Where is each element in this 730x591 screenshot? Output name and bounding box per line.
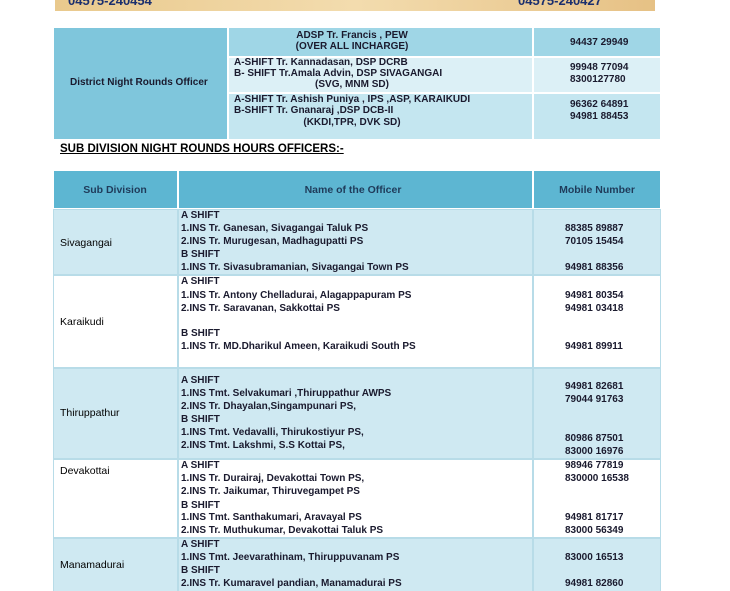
officer-line: B-SHIFT Tr. Gnanaraj ,DSP DCB-II (234, 105, 394, 116)
mobile-number: 94981 03418 (565, 303, 624, 314)
mobile-number: 88385 89887 (565, 223, 624, 234)
column-header: Mobile Number (559, 184, 635, 196)
mobile-number: 8300127780 (570, 74, 626, 85)
mobile-number: 94437 29949 (570, 37, 629, 48)
heading-text: SUB DIVISION NIGHT ROUNDS HOURS OFFICERS (60, 143, 337, 155)
officer-line: 2.INS Tr. Muthukumar, Devakottai Taluk P… (181, 525, 384, 536)
table-cell (53, 275, 178, 368)
officer-line: 1.INS Tmt. Jeevarathinam, Thiruppuvanam … (181, 552, 400, 563)
district-officer-cell (228, 93, 533, 140)
district-label-cell (53, 27, 228, 140)
table-cell (53, 459, 178, 538)
district-mobile-cell (533, 57, 661, 93)
officer-line: 2.INS Tr. Dhayalan,Singampunari PS, (181, 401, 357, 412)
officer-line: (SVG, MNM SD) (315, 79, 389, 90)
sub-division-name: Thiruppathur (60, 407, 120, 419)
district-officer-cell (228, 57, 533, 93)
officer-line: A-SHIFT Tr. Ashish Puniya , IPS ,ASP, KA… (234, 94, 471, 105)
officer-line: A-SHIFT Tr. Kannadasan, DSP DCRB (234, 57, 408, 68)
officer-line: A SHIFT (181, 460, 220, 471)
mobile-number: 94981 89911 (565, 341, 623, 352)
table-cell (53, 368, 178, 459)
mobile-number: 94981 88453 (570, 111, 629, 122)
mobile-number: 83000 16513 (565, 552, 624, 563)
district-officer-cell (228, 27, 533, 57)
header-cell (178, 170, 533, 209)
table-cell (53, 538, 178, 591)
table-cell (53, 209, 178, 275)
officer-line: (OVER ALL INCHARGE) (295, 41, 409, 52)
officer-line: 1.INS Tmt. Selvakumari ,Thiruppathur AWP… (181, 388, 392, 399)
officer-line: 2.INS Tr. Kumaravel pandian, Manamadurai… (181, 578, 402, 589)
phone-left: 04575-240454 (68, 0, 152, 8)
officer-line: 1.INS Tr. Sivasubramanian, Sivagangai To… (181, 262, 409, 273)
officer-line: 1.INS Tr. Durairaj, Devakottai Town PS, (181, 473, 365, 484)
officer-line: 2.INS Tr. Jaikumar, Thiruvegampet PS (181, 486, 360, 497)
officer-line: 1.INS Tr. Ganesan, Sivagangai Taluk PS (181, 223, 369, 234)
district-mobile-cell (533, 27, 661, 57)
table-cell (533, 209, 661, 275)
table-cell (178, 209, 533, 275)
officer-line: A SHIFT (181, 375, 220, 386)
mobile-number: 70105 15454 (565, 236, 624, 247)
table-cell (178, 368, 533, 459)
mobile-number: 94981 88356 (565, 262, 624, 273)
sub-division-name: Devakottai (60, 465, 110, 477)
mobile-number: 94981 82860 (565, 578, 624, 589)
mobile-number: 99948 77094 (570, 62, 629, 73)
header-cell (533, 170, 661, 209)
mobile-number: 83000 16976 (565, 446, 624, 457)
table-cell (533, 368, 661, 459)
phone-right: 04575-240427 (518, 0, 602, 8)
officer-line: B SHIFT (181, 328, 220, 339)
mobile-number: 80986 87501 (565, 433, 624, 444)
mobile-number: 79044 91763 (565, 394, 624, 405)
officer-line: B SHIFT (181, 249, 220, 260)
officer-line: 2.INS Tr. Murugesan, Madhagupatti PS (181, 236, 364, 247)
table-cell (533, 538, 661, 591)
sub-division-name: Karaikudi (60, 316, 104, 328)
officer-line: A SHIFT (181, 539, 220, 550)
district-label: District Night Rounds Officer (70, 77, 208, 88)
sub-division-name: Sivagangai (60, 237, 112, 249)
mobile-number: 98946 77819 (565, 460, 624, 471)
officer-line: B- SHIFT Tr.Amala Advin, DSP SIVAGANGAI (234, 68, 443, 79)
officer-line: ADSP Tr. Francis , PEW (296, 30, 408, 41)
sub-division-name: Manamadurai (60, 559, 125, 571)
officer-line: 2.INS Tmt. Lakshmi, S.S Kottai PS, (181, 440, 345, 451)
officer-line: 1.INS Tr. Antony Chelladurai, Alagappapu… (181, 290, 412, 301)
district-mobile-cell (533, 93, 661, 140)
heading-suffix: :- (336, 143, 344, 155)
table-cell (533, 459, 661, 538)
column-header: Name of the Officer (304, 184, 402, 196)
table-cell (178, 275, 533, 368)
officer-line: 1.INS Tr. MD.Dharikul Ameen, Karaikudi S… (181, 341, 416, 352)
table-cell (178, 538, 533, 591)
officer-line: A SHIFT (181, 276, 220, 287)
officer-line: (KKDI,TPR, DVK SD) (303, 117, 401, 128)
officer-line: B SHIFT (181, 414, 220, 425)
mobile-number: 94981 81717 (565, 512, 624, 523)
officer-line: B SHIFT (181, 565, 220, 576)
column-header: Sub Division (83, 184, 147, 196)
table-cell (178, 459, 533, 538)
table-cell (533, 275, 661, 368)
officer-line: 1.INS Tmt. Vedavalli, Thirukostiyur PS, (181, 427, 364, 438)
mobile-number: 830000 16538 (565, 473, 629, 484)
section-heading: SUB DIVISION NIGHT ROUNDS HOURS OFFICERS… (60, 143, 344, 155)
officer-line: A SHIFT (181, 210, 220, 221)
mobile-number: 94981 80354 (565, 290, 624, 301)
officer-line: 2.INS Tr. Saravanan, Sakkottai PS (181, 303, 340, 314)
mobile-number: 94981 82681 (565, 381, 624, 392)
officer-line: B SHIFT (181, 500, 220, 511)
mobile-number: 83000 56349 (565, 525, 624, 536)
header-strip (55, 0, 655, 11)
officer-line: 1.INS Tmt. Santhakumari, Aravayal PS (181, 512, 362, 523)
header-cell (53, 170, 178, 209)
mobile-number: 96362 64891 (570, 99, 629, 110)
